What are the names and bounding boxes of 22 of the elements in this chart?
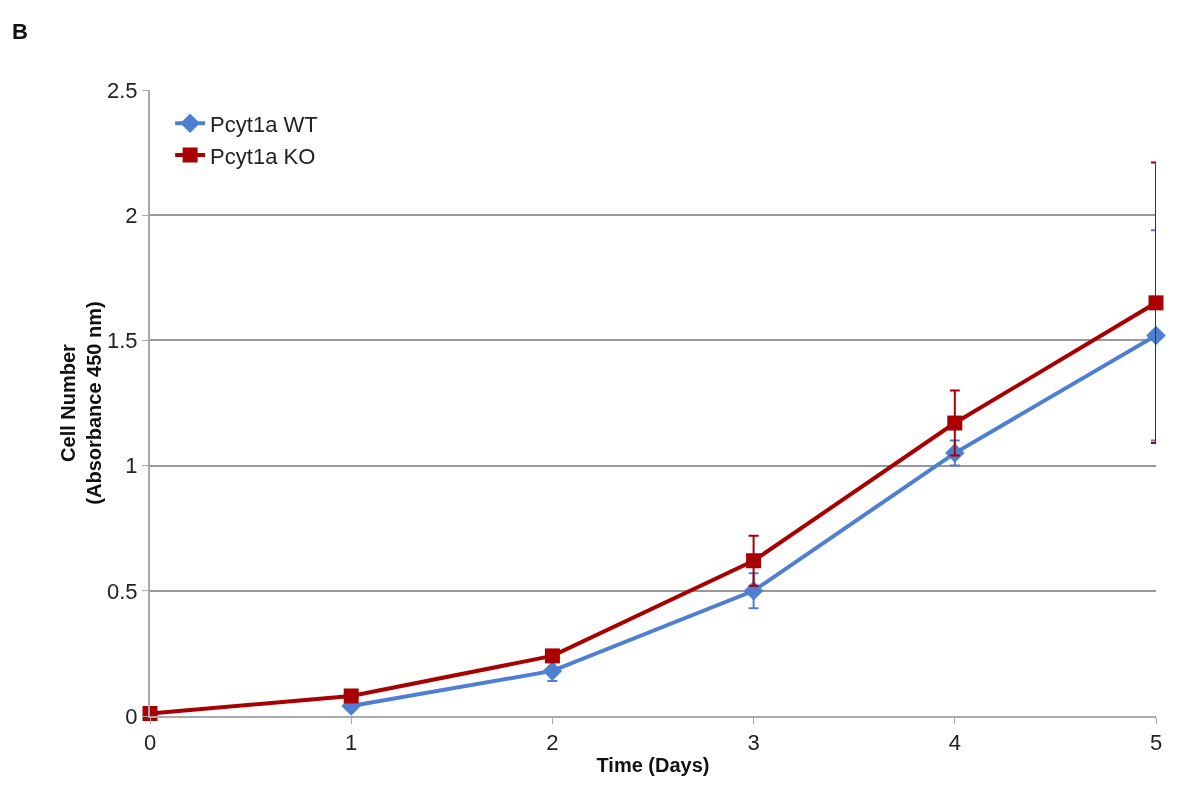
y-tick-label: 0.5 — [107, 578, 138, 604]
point — [542, 661, 563, 681]
y-tick-label: 1.5 — [107, 328, 138, 354]
x-axis-title: Time (Days) — [596, 754, 710, 777]
x-tick-label: 1 — [345, 730, 358, 756]
y-axis-title: Cell Number (Absorbance 450 nm) — [57, 301, 106, 505]
point — [746, 553, 762, 569]
y-tick-label: 2.5 — [107, 77, 138, 103]
x-tick-label: 3 — [747, 730, 760, 756]
legend-label: Pcyt1a KO — [210, 143, 316, 169]
y-tick-label: 0 — [125, 703, 138, 729]
x-tick-label: 4 — [948, 730, 961, 756]
chart-title: B — [11, 19, 28, 45]
x-tick-label: 0 — [143, 730, 157, 756]
y-tick-label: 2 — [125, 202, 138, 228]
y-tick-label: 1 — [125, 453, 138, 479]
point — [544, 648, 560, 664]
point — [343, 688, 359, 704]
x-tick-label: 5 — [1149, 730, 1163, 756]
x-tick-label: 2 — [546, 730, 559, 756]
point — [947, 415, 963, 431]
legend-label: Pcyt1a WT — [210, 111, 318, 137]
